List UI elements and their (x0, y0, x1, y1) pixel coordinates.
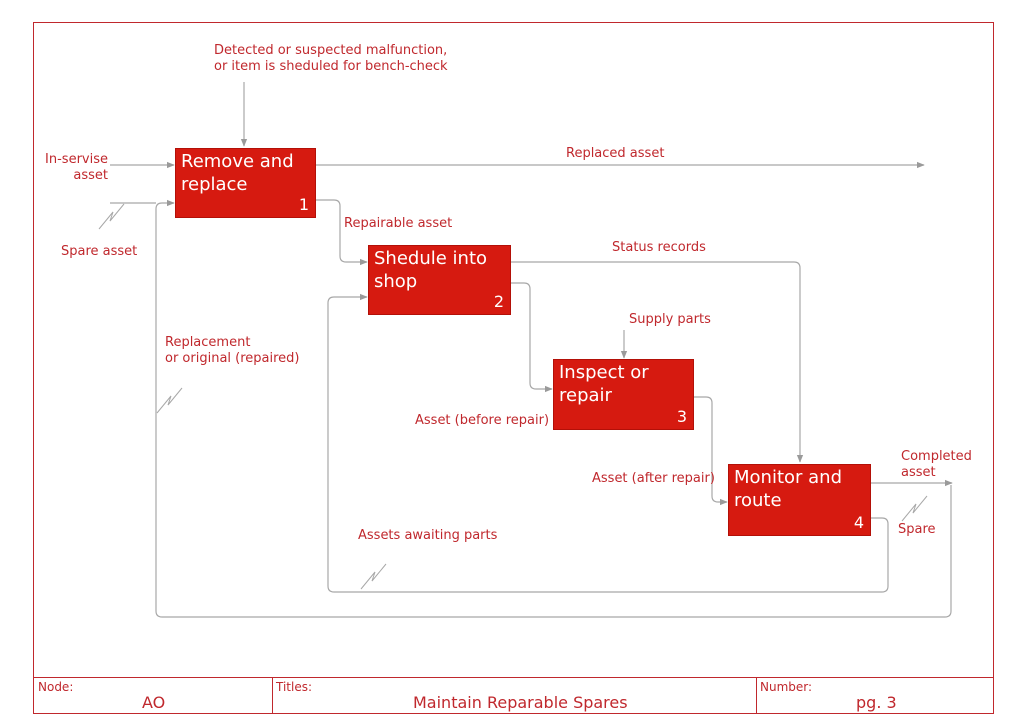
activity-number: 2 (493, 292, 504, 311)
activity-number: 4 (853, 513, 864, 532)
label-spare-asset: Spare asset (61, 244, 138, 259)
footer-title-value: Maintain Reparable Spares (413, 693, 628, 712)
label-status-records: Status records (612, 240, 706, 255)
arrow-to-inspect (511, 282, 553, 393)
footer-column-divider (756, 677, 757, 714)
label-completed-asset: Completed asset (901, 449, 972, 480)
activity-box-monitor-route: Monitor and route 4 (728, 464, 871, 536)
activity-number: 3 (676, 407, 687, 426)
arrow-to-monitor (694, 396, 728, 506)
page-frame (33, 22, 994, 714)
footer-titles-label: Titles: (276, 680, 313, 694)
footer-divider (33, 677, 994, 678)
label-replacement: Replacement or original (repaired) (165, 335, 300, 366)
label-asset-after-repair: Asset (after repair) (592, 471, 715, 486)
footer-column-divider (272, 677, 273, 714)
squiggle-spare-asset (98, 203, 125, 230)
label-repairable-asset: Repairable asset (344, 216, 453, 231)
squiggle-replacement (156, 387, 183, 414)
activity-title: Shedule into shop (374, 248, 488, 292)
activity-title: Monitor and route (734, 467, 843, 511)
label-malfunction-control: Detected or suspected malfunction, or it… (214, 43, 448, 74)
squiggle-completed (901, 495, 928, 522)
arrow-status-records (511, 261, 804, 463)
arrow-repairable-asset (316, 199, 368, 266)
footer-number-label: Number: (760, 680, 813, 694)
activity-title: Inspect or repair (559, 362, 649, 406)
activity-box-remove-replace: Remove and replace 1 (175, 148, 316, 218)
activity-number: 1 (298, 195, 309, 214)
activity-box-inspect-repair: Inspect or repair 3 (553, 359, 694, 430)
footer-node-value: AO (142, 693, 166, 712)
label-spare: Spare (898, 522, 936, 537)
footer-node-label: Node: (38, 680, 74, 694)
label-asset-before-repair: Asset (before repair) (415, 413, 550, 428)
label-inservice-asset: In-servise asset (45, 152, 108, 183)
arrow-awaiting-parts-loop (327, 293, 889, 593)
arrow-spare-loop (155, 199, 952, 618)
footer-number-value: pg. 3 (856, 693, 897, 712)
label-assets-awaiting-parts: Assets awaiting parts (358, 528, 498, 543)
activity-title: Remove and replace (181, 151, 294, 195)
label-replaced-asset: Replaced asset (566, 146, 665, 161)
label-supply-parts: Supply parts (629, 312, 711, 327)
squiggle-awaiting-parts (360, 563, 387, 590)
activity-box-shedule-into-shop: Shedule into shop 2 (368, 245, 511, 315)
